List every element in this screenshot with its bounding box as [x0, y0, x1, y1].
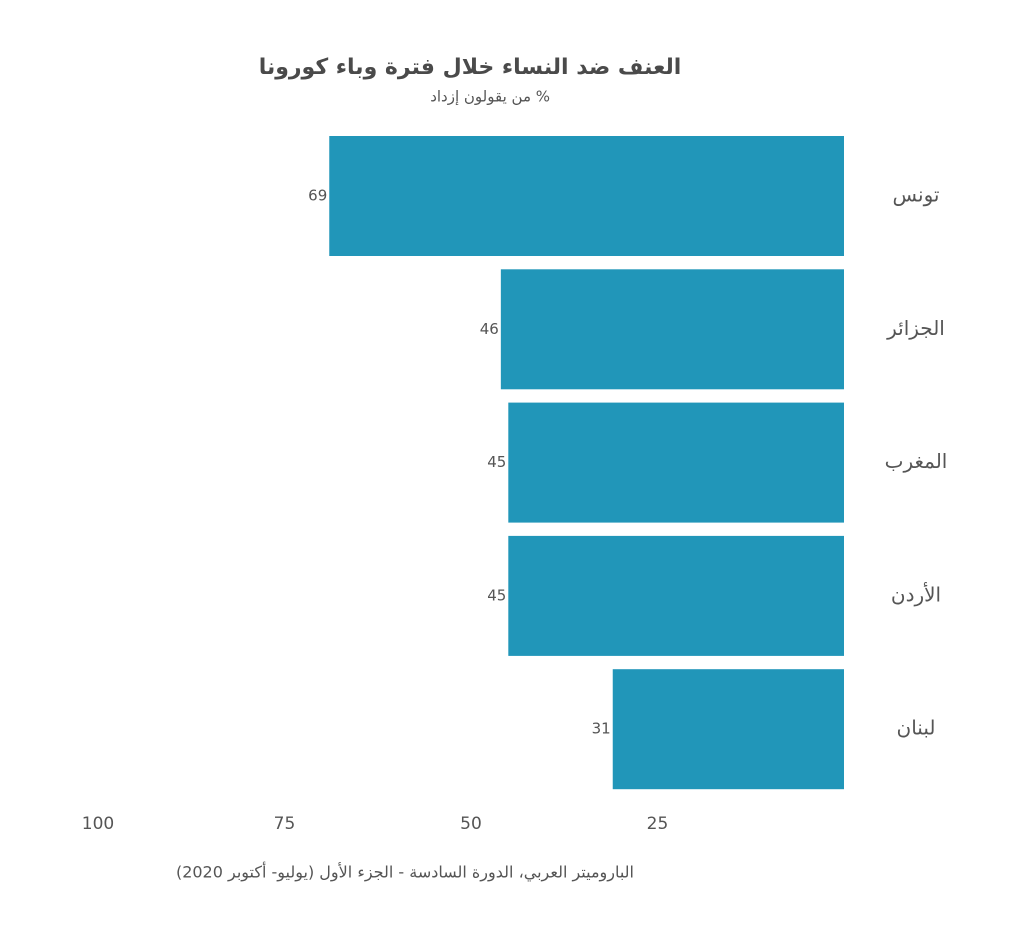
value-label: 45 [487, 453, 506, 471]
value-label: 69 [308, 187, 327, 205]
category-label: المغرب [885, 449, 948, 473]
bar [508, 402, 844, 523]
caption: الباروميتر العربي، الدورة السادسة - الجز… [176, 862, 634, 883]
bar [500, 269, 844, 390]
x-tick-label: 25 [647, 814, 669, 834]
chart-title: العنف ضد النساء خلال فترة وباء كورونا [259, 55, 682, 80]
category-label: الأردن [891, 582, 941, 606]
value-label: 46 [480, 320, 499, 338]
category-label: تونس [893, 183, 940, 207]
bar [329, 136, 844, 256]
value-label: 45 [487, 586, 506, 604]
x-tick-label: 100 [82, 814, 114, 834]
chart-subtitle: % من يقولون إزداد [430, 88, 550, 106]
value-label: 31 [592, 720, 611, 738]
bar [612, 669, 844, 790]
bar [508, 535, 844, 656]
category-label: لبنان [897, 716, 936, 740]
x-tick-label: 50 [460, 814, 482, 834]
x-tick-label: 75 [274, 814, 296, 834]
category-label: الجزائر [886, 316, 945, 340]
